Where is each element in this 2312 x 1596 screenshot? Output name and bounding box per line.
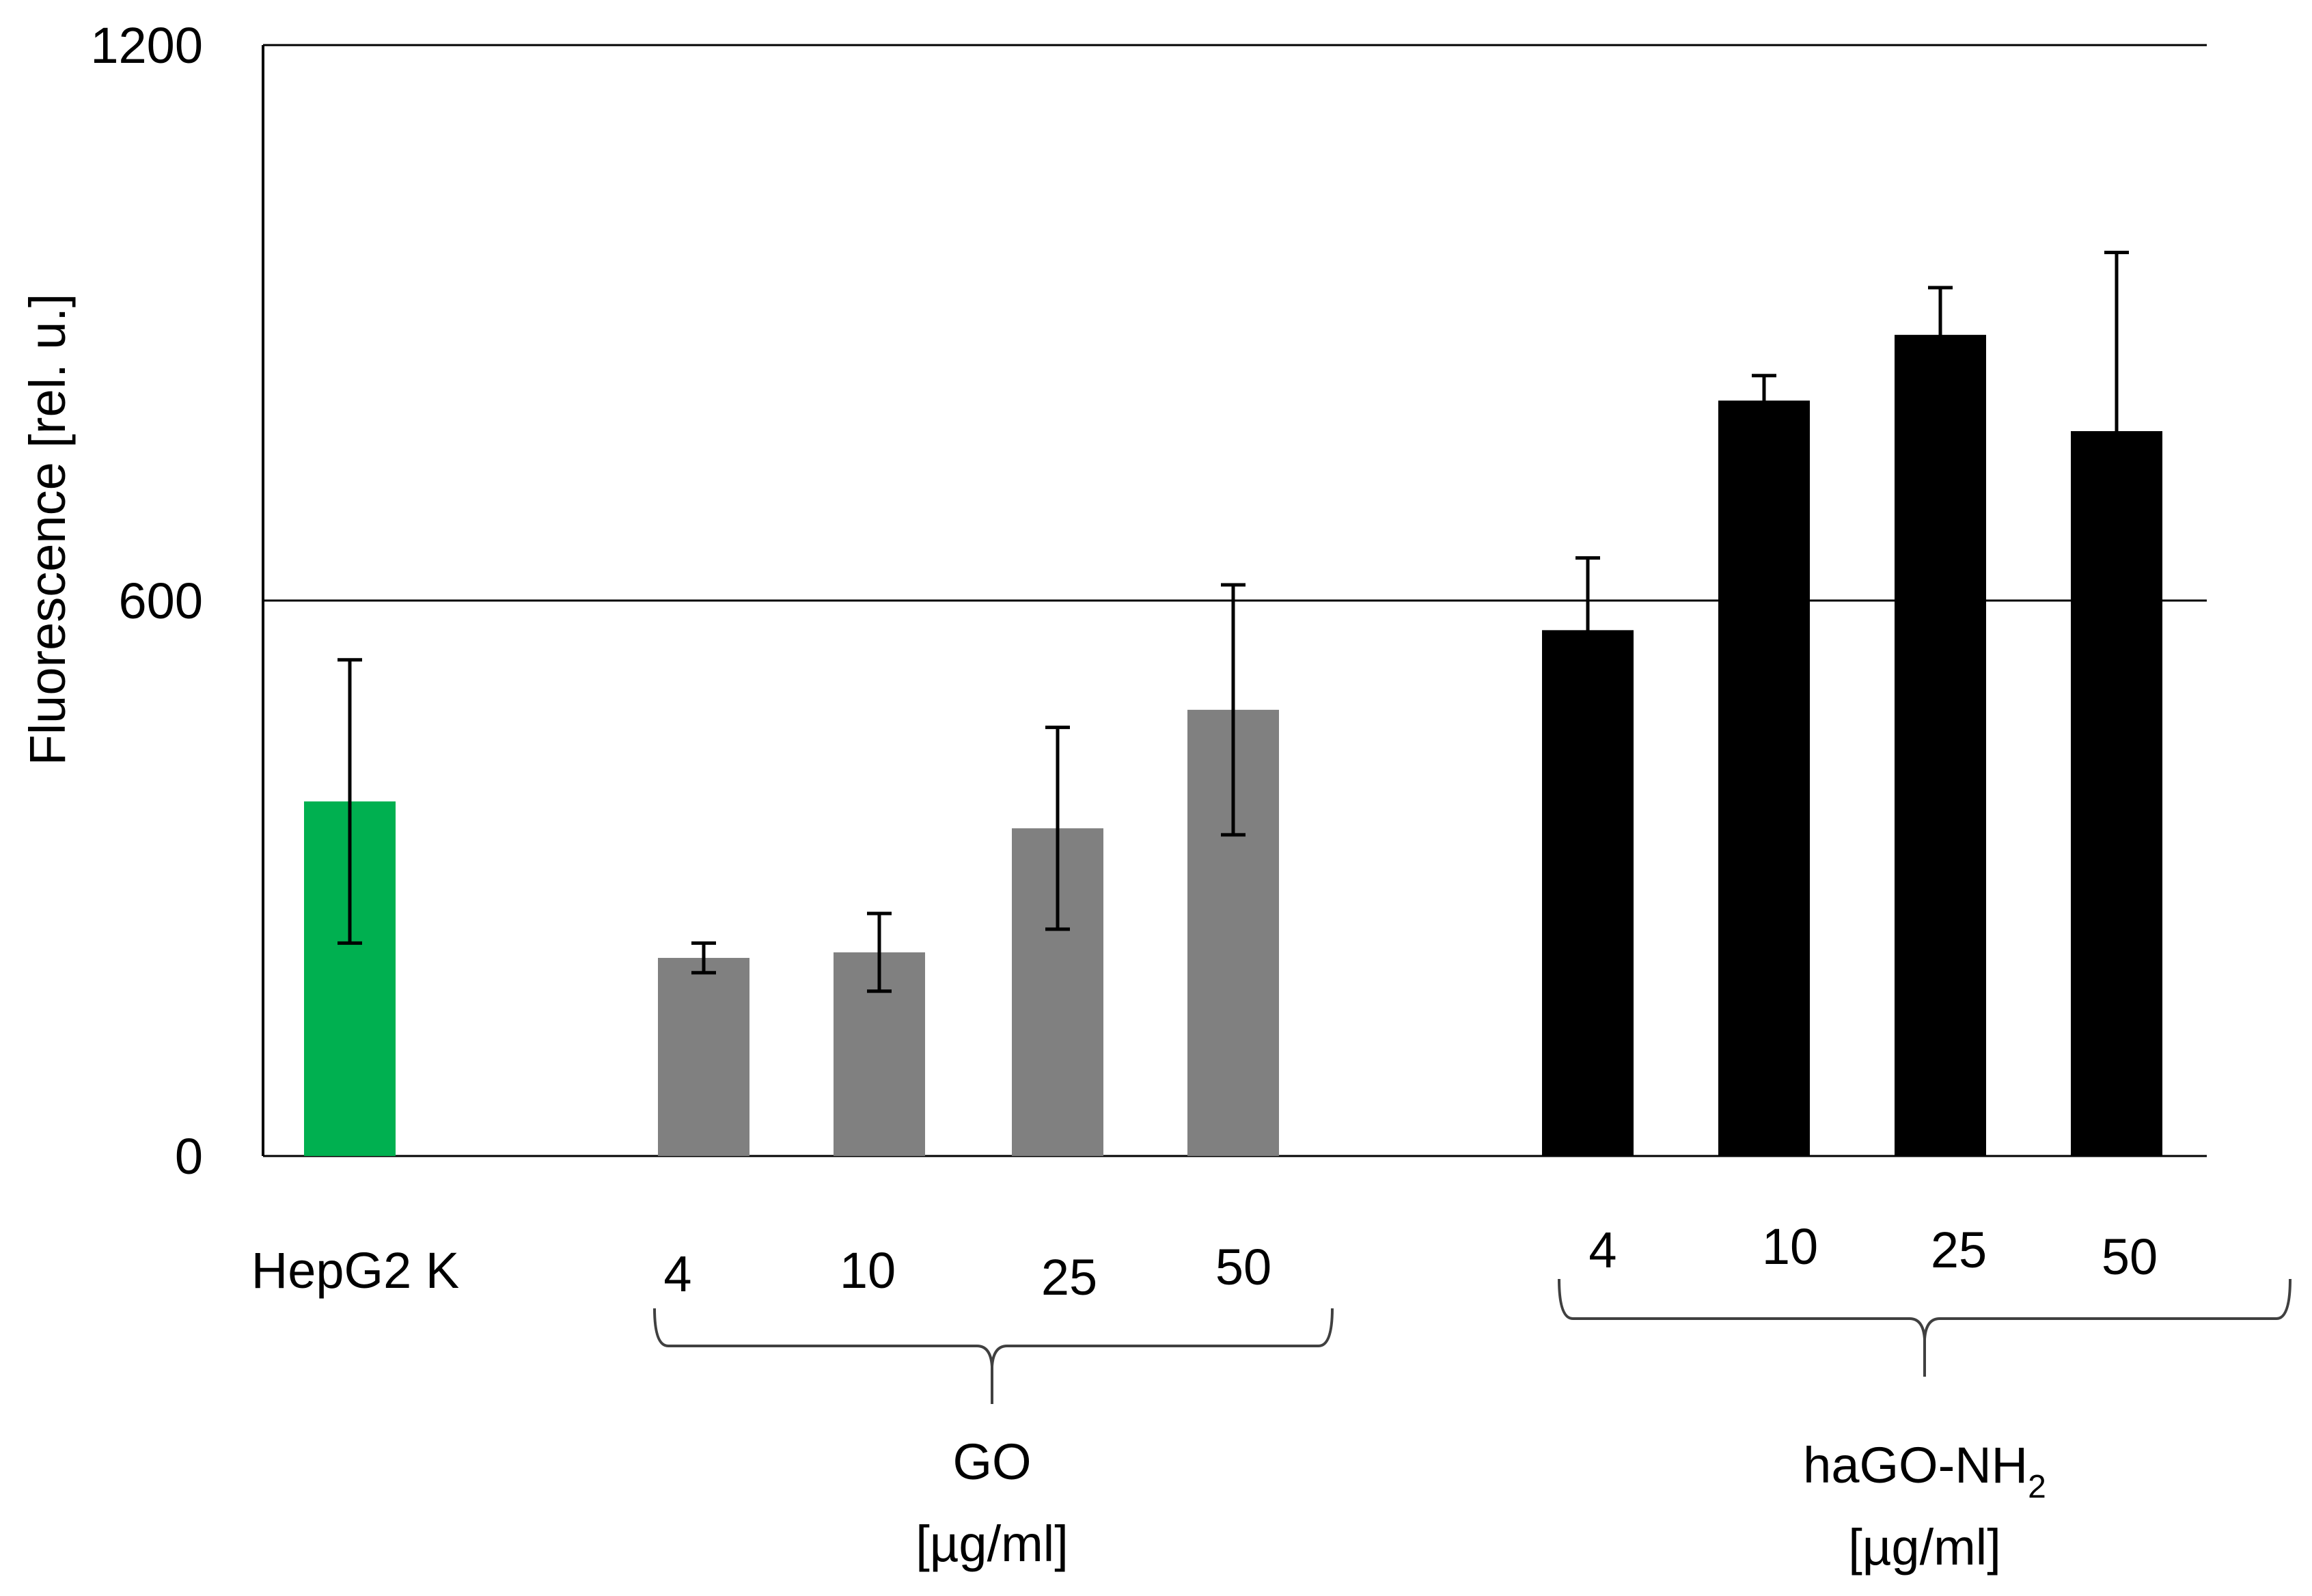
bar-hago-nh2-25: [1895, 335, 1986, 1156]
go-group-unit: [µg/ml]: [916, 1515, 1069, 1572]
error-bar-go-25: [1045, 726, 1070, 931]
hago-nh2-main-text: haGO-NH: [1803, 1437, 2028, 1494]
error-bar-go-50: [1221, 583, 1246, 837]
error-bar-go-10: [867, 911, 892, 993]
error-bar-hago-nh2-50: [2104, 251, 2129, 612]
bar-hago-nh2-10: [1718, 400, 1810, 1156]
error-bar-hago-nh2-10: [1752, 374, 1776, 428]
category-labels: HepG2 K 4 10 25 50 4 10 25 50: [251, 1218, 2158, 1306]
category-label-hago-nh2-25: 25: [1931, 1222, 1987, 1278]
bar-hago-nh2-4: [1542, 630, 1634, 1156]
category-label-go-4: 4: [663, 1246, 691, 1302]
y-tick-labels: 0 600 1200: [90, 17, 203, 1185]
category-label-go-25: 25: [1041, 1249, 1097, 1306]
error-bar-hago-nh2-25: [1928, 286, 1953, 384]
go-group-brace: [653, 1308, 1334, 1404]
error-bar-control-hepg2-k: [338, 658, 362, 945]
hago-nh2-group-label: haGO-NH2: [1803, 1437, 2046, 1505]
y-axis-title: Fluorescence [rel. u.]: [19, 294, 76, 766]
error-bars: [338, 251, 2129, 993]
bar-go-4: [658, 958, 749, 1156]
category-label-go-50: 50: [1215, 1239, 1271, 1295]
error-bar-go-4: [691, 941, 716, 975]
error-bar-hago-nh2-4: [1575, 556, 1600, 704]
category-label-control-hepg2-k: HepG2 K: [251, 1242, 459, 1299]
y-tick-label-600: 600: [119, 573, 203, 629]
hago-nh2-group-brace: [1558, 1278, 2292, 1377]
category-label-hago-nh2-4: 4: [1588, 1222, 1616, 1278]
y-tick-label-1200: 1200: [90, 17, 203, 74]
hago-nh2-subscript: 2: [2028, 1469, 2046, 1505]
go-group-label: GO: [952, 1433, 1031, 1490]
hago-nh2-group-unit: [µg/ml]: [1848, 1519, 2001, 1576]
category-label-hago-nh2-10: 10: [1762, 1218, 1818, 1275]
category-label-go-10: 10: [840, 1242, 896, 1299]
category-label-hago-nh2-50: 50: [2102, 1228, 2158, 1285]
y-tick-label-0: 0: [175, 1128, 203, 1185]
